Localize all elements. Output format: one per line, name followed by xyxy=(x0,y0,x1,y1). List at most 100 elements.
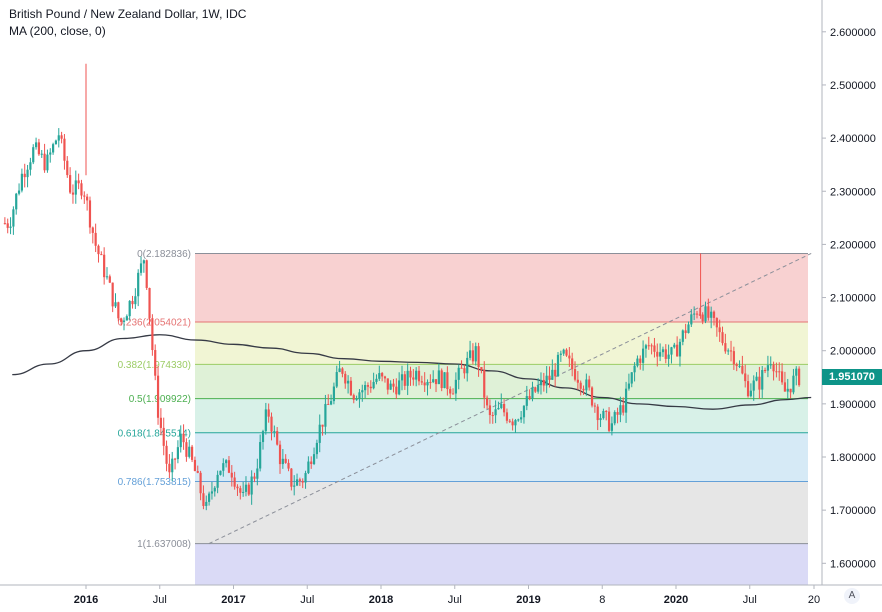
candle-body xyxy=(392,383,395,387)
candle-body xyxy=(420,381,423,383)
y-tick-label: 2.500000 xyxy=(830,80,876,92)
ma-200-line xyxy=(12,334,812,410)
candle-body xyxy=(471,350,475,362)
candle-body xyxy=(270,416,273,432)
candle-body xyxy=(227,460,231,473)
candle-body xyxy=(276,431,279,445)
candle-body xyxy=(293,485,296,487)
x-tick-label: Jul xyxy=(153,594,167,606)
fib-zone-0.786 xyxy=(195,481,808,544)
fib-zone-0 xyxy=(195,253,808,322)
candle-body xyxy=(485,397,489,406)
candle-body xyxy=(746,381,750,397)
candle-body xyxy=(321,424,324,427)
fib-zone-1 xyxy=(195,543,808,585)
y-tick-label: 1.800000 xyxy=(830,452,876,464)
candle-body xyxy=(225,460,228,464)
candle-body xyxy=(721,332,724,344)
y-tick-label: 2.000000 xyxy=(830,346,876,358)
auto-scale-button[interactable]: A xyxy=(844,588,860,604)
candle-body xyxy=(670,347,673,355)
candle-body xyxy=(565,349,568,356)
candle-body xyxy=(125,316,128,321)
candle-body xyxy=(517,419,520,421)
candle-body xyxy=(488,405,492,416)
candle-body xyxy=(412,377,415,380)
candle-body xyxy=(718,327,721,333)
candle-body xyxy=(786,388,789,392)
candle-body xyxy=(650,345,653,347)
candle-body xyxy=(695,313,699,315)
candle-body xyxy=(256,468,259,479)
candle-body xyxy=(142,260,145,264)
candle-body xyxy=(210,491,214,494)
candle-body xyxy=(176,447,180,460)
indicator-label[interactable]: MA (200, close, 0) xyxy=(9,24,106,38)
candle-body xyxy=(463,368,466,374)
candle-body xyxy=(37,142,41,155)
candle-body xyxy=(579,382,582,389)
candle-body xyxy=(647,345,650,347)
candle-body xyxy=(338,368,341,373)
candle-body xyxy=(590,387,594,406)
fib-zone-0.236 xyxy=(195,321,808,365)
candle-body xyxy=(497,407,500,410)
candle-body xyxy=(287,462,290,469)
fib-level-label: 0.5(1.909922) xyxy=(129,394,191,405)
candle-body xyxy=(219,470,222,475)
candle-body xyxy=(51,144,55,153)
candle-body xyxy=(684,330,687,334)
candle-body xyxy=(758,376,761,390)
fibonacci-retracement[interactable]: 0(2.182836)0.236(2.054021)0.382(1.974330… xyxy=(118,249,812,585)
candle-body xyxy=(12,209,15,227)
candle-body xyxy=(766,365,770,371)
candle-body xyxy=(514,420,517,426)
candle-body xyxy=(244,484,248,492)
candle-body xyxy=(247,484,250,495)
candle-body xyxy=(661,349,665,353)
candle-body xyxy=(389,383,392,390)
candle-body xyxy=(432,379,435,383)
candle-body xyxy=(315,442,318,455)
candle-body xyxy=(568,355,571,359)
candle-body xyxy=(137,272,140,297)
candle-body xyxy=(40,153,43,155)
candle-body xyxy=(43,153,46,171)
candle-body xyxy=(298,479,301,481)
candle-body xyxy=(763,370,767,372)
candle-body xyxy=(426,381,429,386)
candle-body xyxy=(324,403,327,427)
candle-body xyxy=(624,388,628,413)
candle-body xyxy=(537,385,540,392)
candle-body xyxy=(542,379,545,386)
candle-body xyxy=(9,226,12,228)
candle-body xyxy=(182,433,185,443)
candle-body xyxy=(792,375,795,393)
candle-body xyxy=(366,385,370,387)
candle-body xyxy=(190,446,194,460)
candle-body xyxy=(364,385,367,391)
x-tick-label: Jul xyxy=(743,594,757,606)
candle-body xyxy=(307,461,310,474)
candle-body xyxy=(429,381,432,383)
x-tick-label: Jul xyxy=(300,594,314,606)
candle-body xyxy=(310,461,313,465)
candle-body xyxy=(795,368,798,376)
candle-body xyxy=(80,183,83,196)
candle-body xyxy=(630,372,633,384)
candle-body xyxy=(531,387,534,399)
y-tick-label: 1.600000 xyxy=(830,558,876,570)
candle-body xyxy=(188,446,191,457)
candle-body xyxy=(505,412,509,421)
candle-body xyxy=(171,458,174,473)
candle-body xyxy=(698,314,701,316)
candle-body xyxy=(503,403,506,413)
candle-body xyxy=(673,344,676,348)
candle-body xyxy=(607,411,611,431)
candle-body xyxy=(494,409,497,416)
candle-body xyxy=(798,368,801,386)
candle-body xyxy=(440,370,443,389)
candle-body xyxy=(693,313,696,315)
candle-body xyxy=(103,254,106,278)
